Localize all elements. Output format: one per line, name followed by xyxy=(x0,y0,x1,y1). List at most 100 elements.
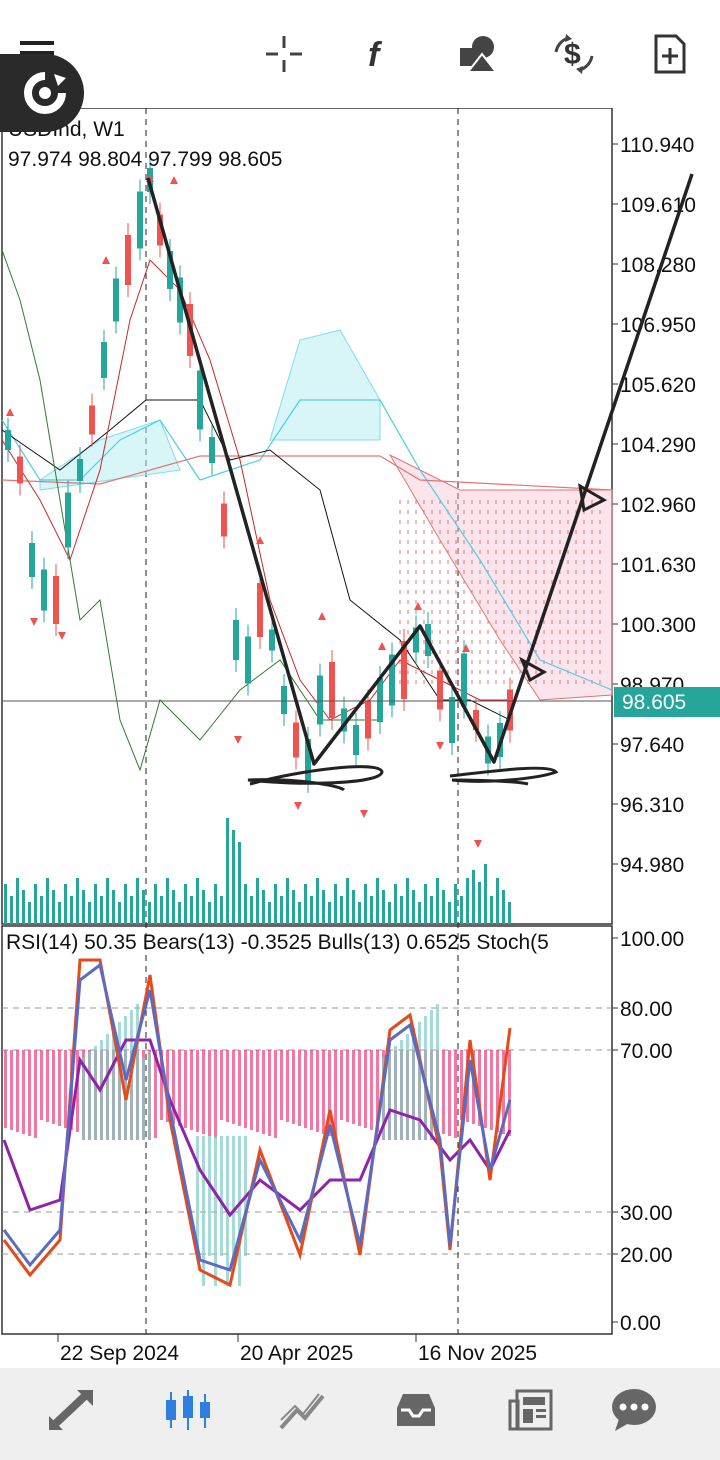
refresh-button[interactable] xyxy=(0,54,84,132)
trade-line-icon[interactable] xyxy=(272,1380,332,1440)
candle-body xyxy=(317,675,323,725)
bears-histogram-bar xyxy=(316,1050,319,1132)
volume-bar xyxy=(118,902,121,924)
dollar-exchange-icon[interactable]: $ xyxy=(548,28,600,80)
function-f-icon[interactable]: f xyxy=(352,28,404,80)
volume-bar xyxy=(154,884,157,924)
bears-histogram-bar xyxy=(244,1050,247,1128)
volume-bar xyxy=(418,902,421,924)
candle-body xyxy=(65,492,71,548)
candle-body xyxy=(209,437,215,463)
bulls-histogram-bar xyxy=(142,1058,145,1140)
bulls-histogram-bar xyxy=(196,1136,199,1256)
candle-body xyxy=(125,235,131,285)
volume-bar xyxy=(262,890,265,924)
volume-bar xyxy=(208,902,211,924)
stoch-signal-line xyxy=(2,962,512,1272)
quotes-arrows-icon[interactable] xyxy=(42,1380,102,1440)
ichimoku-cloud-bull xyxy=(269,329,381,441)
candle-body xyxy=(473,710,479,730)
candle-body xyxy=(257,583,263,637)
bears-histogram-bar xyxy=(352,1050,355,1124)
volume-bar xyxy=(316,878,319,924)
bears-histogram-bar xyxy=(346,1050,349,1122)
candle-body xyxy=(17,456,23,484)
volume-bar xyxy=(466,878,469,924)
candle-body xyxy=(101,342,107,378)
bears-histogram-bar xyxy=(52,1050,55,1124)
bears-histogram-bar xyxy=(502,1050,505,1134)
candle-body xyxy=(167,251,173,289)
volume-bar xyxy=(310,896,313,924)
bears-histogram-bar xyxy=(340,1050,343,1120)
candle-body xyxy=(341,708,347,732)
bears-histogram-bar xyxy=(10,1050,13,1130)
candle-body xyxy=(389,654,395,706)
bears-histogram-bar xyxy=(40,1050,43,1120)
volume-bar xyxy=(244,884,247,924)
candle-body xyxy=(77,459,83,481)
fractal-up-marker xyxy=(318,612,326,620)
volume-bar xyxy=(328,902,331,924)
volume-bar xyxy=(100,896,103,924)
bears-histogram-bar xyxy=(442,1050,445,1134)
bears-histogram-bar xyxy=(376,1050,379,1132)
drawn-arrowhead xyxy=(577,483,608,513)
drawn-arrowhead xyxy=(519,656,548,683)
news-icon[interactable] xyxy=(502,1380,562,1440)
fractal-down-marker xyxy=(58,632,66,640)
volume-bar xyxy=(370,896,373,924)
volume-bar xyxy=(484,864,487,924)
volume-bar xyxy=(184,884,187,924)
sub-tick-label: 20.00 xyxy=(620,1244,673,1267)
sub-plot-frame xyxy=(1,925,613,1335)
volume-bar xyxy=(46,878,49,924)
svg-text:f: f xyxy=(368,36,383,74)
new-document-plus-icon[interactable] xyxy=(644,28,696,80)
bears-histogram-bar xyxy=(274,1050,277,1138)
messages-chat-icon[interactable] xyxy=(604,1380,664,1440)
bears-histogram-bar xyxy=(226,1050,229,1122)
bulls-histogram-bar xyxy=(106,1034,109,1140)
bulls-histogram-bar xyxy=(220,1136,223,1256)
volume-bar xyxy=(460,896,463,924)
candle-body xyxy=(461,653,467,707)
volume-bar xyxy=(82,890,85,924)
shapes-icon[interactable] xyxy=(452,28,504,80)
history-inbox-icon[interactable] xyxy=(386,1380,446,1440)
volume-bar xyxy=(148,902,151,924)
price-tick-label: 104.290 xyxy=(620,434,696,457)
bears-histogram-bar xyxy=(310,1050,313,1130)
volume-bar xyxy=(142,890,145,924)
price-tick-label: 110.940 xyxy=(620,134,694,157)
volume-bar xyxy=(430,896,433,924)
price-chart[interactable]: 110.940 109.610 108.280 106.950 105.620 104.2… xyxy=(0,107,720,1368)
bears-histogram-bar xyxy=(208,1050,211,1136)
bears-histogram-bar xyxy=(478,1050,481,1126)
volume-bar xyxy=(424,884,427,924)
volume-bar xyxy=(58,902,61,924)
price-tick-label: 97.640 xyxy=(620,734,684,757)
bulls-histogram-bar xyxy=(208,1136,211,1256)
bears-histogram-bar xyxy=(328,1050,331,1136)
bulls-histogram-bar xyxy=(436,1004,439,1140)
crosshair-icon[interactable] xyxy=(258,28,310,80)
fractal-down-marker xyxy=(436,742,444,750)
chart-area[interactable]: 110.940 109.610 108.280 106.950 105.620 104.2… xyxy=(0,107,720,1368)
candlestick-chart-icon[interactable] xyxy=(158,1380,218,1440)
candle-body xyxy=(221,503,227,537)
drawn-pattern-line xyxy=(146,173,694,766)
candle-body xyxy=(137,191,143,249)
fractal-down-marker xyxy=(30,618,38,626)
candle-body xyxy=(329,662,335,718)
bears-histogram-bar xyxy=(358,1050,361,1126)
volume-bar xyxy=(508,902,511,924)
bears-histogram-bar xyxy=(34,1050,37,1138)
candle-body xyxy=(281,686,287,714)
volume-bar xyxy=(448,902,451,924)
volume-bar xyxy=(436,878,439,924)
bears-histogram-bar xyxy=(250,1050,253,1130)
volume-bar xyxy=(478,882,481,924)
bears-histogram-bar xyxy=(46,1050,49,1122)
price-tick-label: 102.960 xyxy=(620,494,696,517)
